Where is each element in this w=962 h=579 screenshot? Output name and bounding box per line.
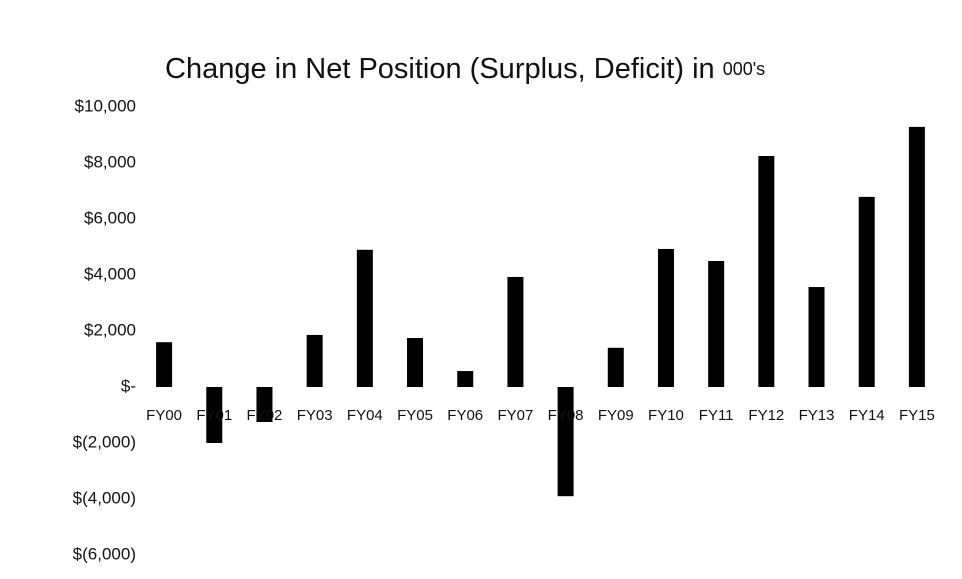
y-tick-label: $4,000: [84, 264, 136, 283]
x-tick-label: FY00: [146, 407, 182, 424]
y-tick-label: $(2,000): [73, 432, 136, 451]
x-tick-label: FY10: [648, 407, 684, 424]
y-tick-label: $6,000: [84, 208, 136, 227]
x-tick-label: FY15: [899, 407, 935, 424]
bar: [607, 347, 624, 387]
x-tick-label: FY14: [849, 407, 885, 424]
y-tick-label: $-: [121, 376, 136, 395]
x-tick-label: FY03: [297, 407, 333, 424]
title-unit: 000's: [723, 59, 765, 79]
bar: [507, 276, 524, 387]
x-tick-label: FY13: [799, 407, 835, 424]
bar: [657, 248, 674, 387]
bar: [356, 249, 373, 387]
x-tick-label: FY08: [548, 407, 584, 424]
bar: [256, 387, 273, 422]
y-tick-label: $10,000: [75, 96, 136, 115]
bar: [457, 371, 474, 387]
title-main: Change in Net Position (Surplus, Deficit…: [165, 53, 715, 85]
x-tick-label: FY07: [497, 407, 533, 424]
x-tick-label: FY06: [447, 407, 483, 424]
bar: [156, 342, 173, 387]
bar: [858, 196, 875, 387]
bar: [808, 287, 825, 387]
bar: [557, 387, 574, 497]
x-tick-label: FY12: [748, 407, 784, 424]
bar: [407, 338, 424, 387]
bar: [306, 334, 323, 387]
bar: [206, 387, 223, 443]
x-tick-label: FY01: [196, 407, 232, 424]
x-tick-label: FY04: [347, 407, 383, 424]
x-tick-label: FY11: [699, 407, 734, 424]
bar: [908, 126, 925, 387]
y-tick-label: $8,000: [84, 152, 136, 171]
bar: [708, 261, 725, 387]
x-tick-label: FY02: [247, 407, 283, 424]
x-tick-label: FY09: [598, 407, 634, 424]
bar: [758, 156, 775, 387]
y-tick-label: $2,000: [84, 320, 136, 339]
x-tick-label: FY05: [397, 407, 433, 424]
chart-title: Change in Net Position (Surplus, Deficit…: [165, 53, 765, 85]
y-tick-label: $(4,000): [73, 488, 136, 507]
y-tick-label: $(6,000): [73, 544, 136, 563]
